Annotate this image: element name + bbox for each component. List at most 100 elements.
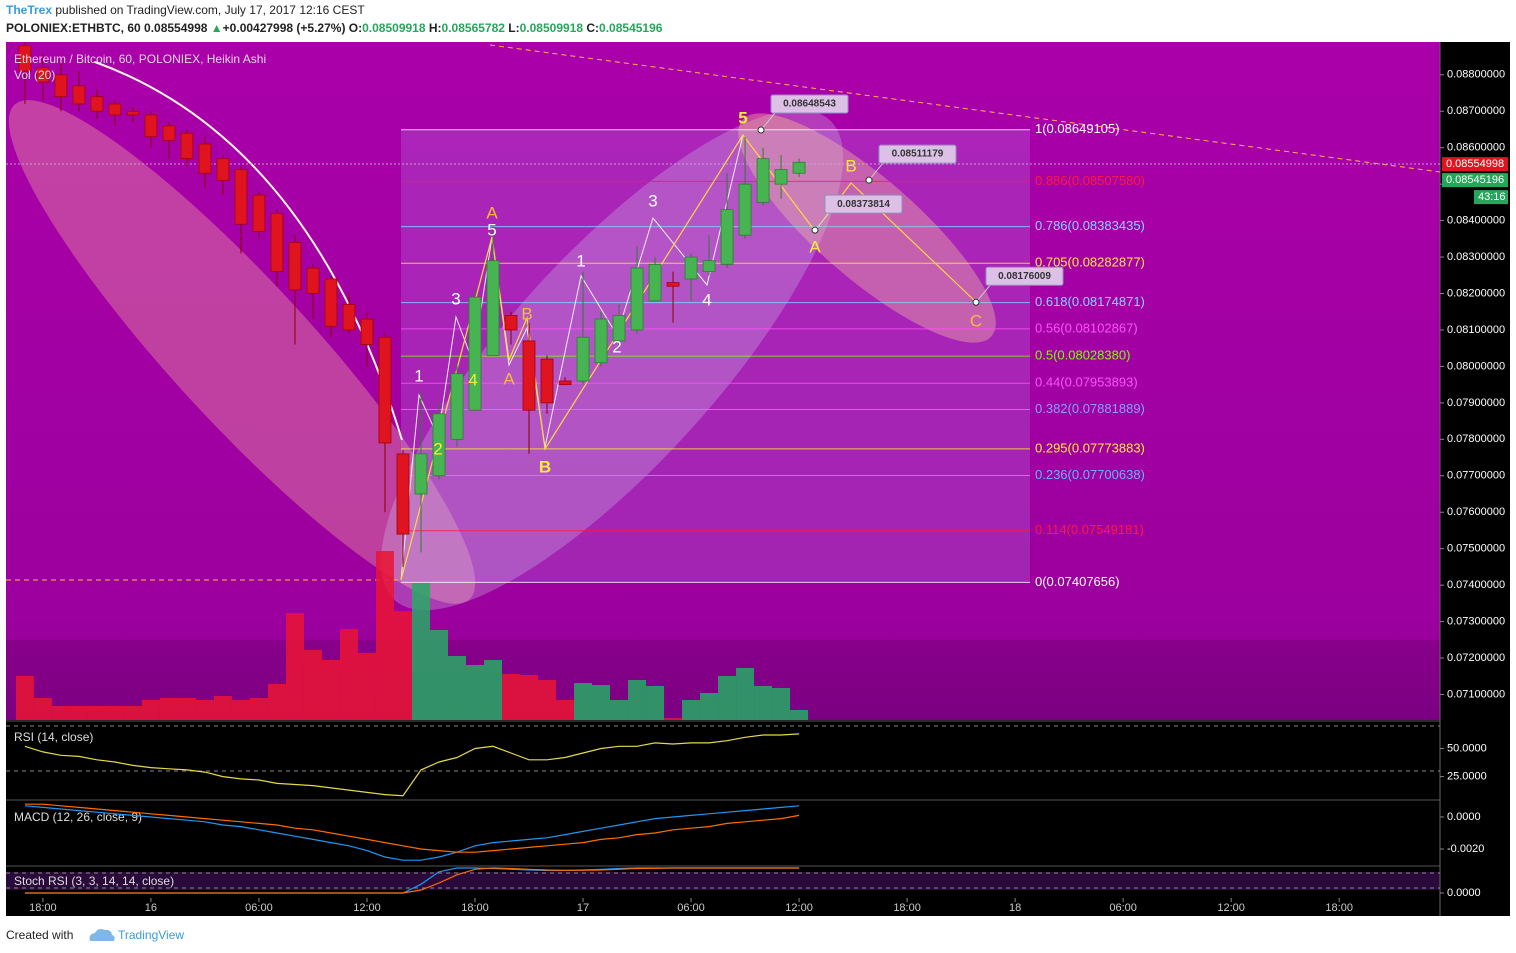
candle-body	[738, 183, 752, 236]
candle-body	[756, 158, 770, 203]
published: published on TradingView.com, July 17, 2…	[55, 3, 365, 17]
last-price-box	[1442, 157, 1508, 172]
author[interactable]: TheTrex	[6, 3, 52, 17]
last: 0.08554998	[144, 21, 208, 35]
candle-body	[630, 267, 644, 331]
candle-body	[468, 296, 482, 411]
candle-body	[288, 242, 302, 291]
fib-label: 0.56(0.08102867)	[1035, 320, 1138, 335]
candle-body	[576, 336, 590, 382]
wave-label: 5	[487, 220, 496, 239]
x-tick-label: 06:00	[1109, 902, 1137, 914]
candle-body	[252, 194, 266, 232]
volume-bar	[465, 665, 484, 720]
candle-body	[666, 282, 680, 287]
volume-bar	[538, 680, 557, 720]
rsi-title: RSI (14, close)	[14, 730, 93, 744]
x-tick-label: 18:00	[461, 902, 489, 914]
wave-label: 2	[433, 439, 442, 458]
fib-label: 0.886(0.08507580)	[1035, 173, 1145, 188]
candle-body	[36, 67, 50, 83]
volume-bar	[502, 674, 521, 720]
volume-bar	[15, 676, 34, 720]
note-box	[770, 94, 849, 114]
fib-label: 1(0.08649105)	[1035, 121, 1120, 136]
volume-bar	[736, 668, 755, 720]
candle-body	[648, 263, 662, 302]
x-tick-label: 06:00	[677, 902, 705, 914]
ohlc-value: 0.08509918	[520, 21, 584, 35]
wave-label: B	[539, 457, 551, 476]
wave-label: 5	[738, 108, 747, 127]
macd-title: MACD (12, 26, close, 9)	[14, 810, 142, 824]
candle-body	[198, 143, 212, 174]
volume-bar	[339, 629, 358, 720]
volume-bar	[484, 660, 503, 720]
fib-label: 0.786(0.08383435)	[1035, 218, 1145, 233]
y-tick-label: 0.07200000	[1447, 652, 1505, 664]
wave-label: 4	[702, 290, 711, 309]
y-tick-label: -0.0020	[1447, 843, 1484, 855]
symbol: POLONIEX:ETHBTC, 60	[6, 21, 141, 35]
candle-body	[432, 413, 446, 477]
change: +0.00427998 (+5.27%)	[223, 21, 346, 35]
price-pane	[6, 42, 1440, 720]
volume-bar	[754, 686, 773, 720]
x-tick-label: 06:00	[245, 902, 273, 914]
volume-bar	[285, 613, 304, 720]
countdown-box	[1474, 190, 1508, 205]
volume-bar	[411, 583, 430, 720]
wave-label: 1	[414, 366, 423, 385]
note-text: 0.08648543	[783, 99, 836, 110]
arrow: ▲	[211, 21, 223, 35]
chart-title: Ethereum / Bitcoin, 60, POLONIEX, Heikin…	[14, 52, 266, 66]
candle-body	[144, 114, 158, 138]
wave-label: 2	[612, 337, 621, 356]
volume-bar	[520, 675, 539, 720]
y-tick-label: 0.08000000	[1447, 360, 1505, 372]
candle-body	[108, 103, 122, 116]
volume-bar	[574, 683, 593, 720]
y-tick-label: 0.07700000	[1447, 470, 1505, 482]
x-tick-label: 18:00	[29, 902, 57, 914]
overlay: 1(0.08649105) 0.886(0.08507580) 0.786(0.08…	[414, 94, 1145, 589]
volume-title: Vol (20)	[14, 68, 55, 82]
ohlc-value: 0.08565782	[442, 21, 506, 35]
volume-bar	[772, 688, 791, 720]
wave-label: 4	[468, 370, 477, 389]
footer-brand[interactable]: TradingView	[118, 928, 184, 942]
candle-body	[612, 314, 626, 342]
y-tick-label: 50.0000	[1447, 742, 1487, 754]
last-price-label: 0.08554998	[1446, 158, 1504, 170]
indicator-line	[24, 733, 800, 797]
candle-body	[360, 318, 374, 345]
volume-bar	[87, 706, 106, 720]
candle-body	[774, 169, 788, 185]
volume-bar	[321, 660, 340, 720]
y-tick-label: 0.08600000	[1447, 142, 1505, 154]
y-tick-label: 0.07800000	[1447, 433, 1505, 445]
x-tick-label: 18:00	[893, 902, 921, 914]
y-tick-label: 0.08800000	[1447, 69, 1505, 81]
logo	[89, 929, 115, 941]
note-connector	[868, 162, 884, 181]
note-box	[878, 144, 957, 164]
volume-bar	[646, 686, 665, 720]
candle-body	[270, 212, 284, 273]
fib-label: 0.295(0.07773883)	[1035, 440, 1145, 455]
volume-bar	[664, 718, 683, 720]
volume-bar	[357, 653, 376, 720]
candle-body	[414, 453, 428, 495]
price-plot	[6, 42, 1440, 720]
candle-body	[540, 358, 554, 404]
trend-curve	[94, 61, 403, 441]
candle-body	[558, 380, 572, 386]
volume-bar	[69, 706, 88, 720]
fib-label: 0(0.07407656)	[1035, 574, 1120, 589]
wave-label: 3	[648, 191, 657, 210]
y-tick-label: 0.07300000	[1447, 615, 1505, 627]
candle-body	[72, 85, 86, 105]
volume-bar	[105, 706, 124, 720]
wave-label: C	[970, 311, 982, 330]
x-tick-label: 16	[145, 902, 157, 914]
